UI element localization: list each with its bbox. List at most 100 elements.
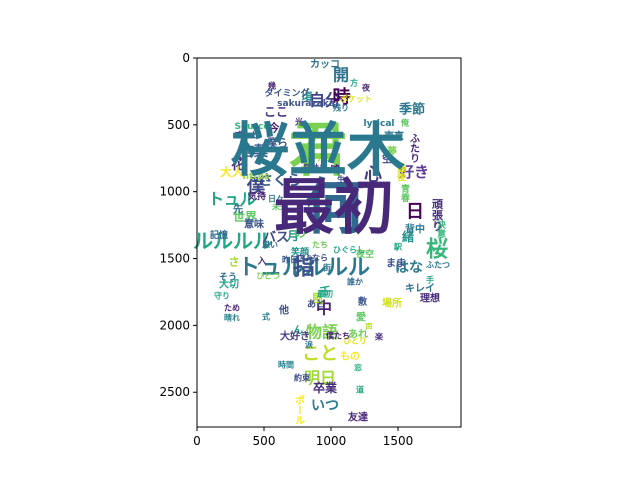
word: ふたり <box>408 133 420 163</box>
word: 僕ら <box>265 136 288 150</box>
word: 嘘 <box>330 163 339 175</box>
word: 友達 <box>348 411 368 424</box>
word: タイミング <box>264 87 309 99</box>
word: 笑顔 <box>291 246 310 258</box>
word: トュルルルル <box>238 256 370 281</box>
word: さ <box>229 256 240 269</box>
word: 楽 <box>374 332 384 342</box>
word: 今 <box>268 121 281 135</box>
word: 決意 <box>435 219 446 239</box>
word: 指 <box>293 256 315 281</box>
y-tick-label: 500 <box>167 118 190 132</box>
word: あと <box>307 299 325 310</box>
word: 中 <box>316 299 332 318</box>
word: ん <box>293 325 303 337</box>
word: sakurazaka <box>277 99 335 109</box>
word: ずっと <box>235 130 259 140</box>
word: 明日 <box>304 369 336 388</box>
word: 俺 <box>400 118 410 128</box>
word: 最後 <box>395 162 406 182</box>
word: ここ <box>264 105 288 119</box>
word: 風 <box>310 292 324 305</box>
word: もの <box>340 351 360 363</box>
word: 光 <box>294 117 303 127</box>
word: 頑張り <box>431 198 445 231</box>
word: 君 <box>289 116 347 184</box>
word: 僕 <box>246 176 266 198</box>
word: 月 <box>286 229 299 243</box>
word: 手 <box>426 275 434 285</box>
word: ポケット <box>340 94 372 104</box>
word: 見納め <box>302 163 327 173</box>
word: 思い <box>262 241 278 250</box>
word: 他 <box>278 304 289 317</box>
word: バス <box>263 231 289 246</box>
word: あれ <box>348 328 368 341</box>
word: 心 <box>364 165 382 186</box>
word: 未来 <box>271 202 289 212</box>
word: まま <box>386 258 406 270</box>
x-axis: 0 500 1000 1500 <box>193 427 413 448</box>
word: 道 <box>356 385 364 395</box>
word: 駅 <box>394 243 403 252</box>
x-tick-label: 500 <box>253 434 276 448</box>
word: トュル <box>208 190 256 209</box>
word: 花 <box>231 156 245 173</box>
word: Source <box>235 122 270 132</box>
word: 夜 <box>361 83 371 93</box>
word: 場所 <box>382 297 402 310</box>
word: 幾 <box>268 81 276 91</box>
word: さよなら <box>296 254 328 263</box>
word: 入 <box>256 256 266 267</box>
word: はな <box>395 260 423 276</box>
word: 季節 <box>398 102 425 118</box>
word: 恋 <box>301 165 309 175</box>
word: 世界 <box>233 209 257 224</box>
word: 大切 <box>219 278 239 291</box>
word: 大好き <box>280 330 310 343</box>
word: キレイ <box>405 283 435 295</box>
y-tick-label: 2500 <box>159 385 190 399</box>
x-tick-label: 1000 <box>316 434 347 448</box>
word: さくら <box>259 173 301 189</box>
word: 日々 <box>268 195 284 204</box>
word: 守り <box>214 291 230 301</box>
word: 理想 <box>420 292 440 305</box>
word: 夢 <box>385 145 397 157</box>
word: 人生 <box>336 166 346 184</box>
word: 今日 <box>313 153 330 163</box>
word: 愛 <box>356 311 366 324</box>
word: 空 <box>382 153 392 166</box>
word: 東京 <box>384 130 404 143</box>
word: 緒 <box>402 229 414 244</box>
word: 昨日 <box>282 255 298 265</box>
axes-frame <box>196 57 462 428</box>
word: ひとつ <box>256 272 279 281</box>
x-tick-label: 1500 <box>383 434 414 448</box>
word: 青春 <box>399 183 411 203</box>
y-tick-label: 1500 <box>159 252 190 266</box>
word: 背中 <box>405 223 425 236</box>
word: 千 <box>319 284 331 299</box>
word: ひぐらし <box>333 246 365 255</box>
word: 時間 <box>278 360 294 370</box>
word: カッコ <box>310 59 340 71</box>
word: 僕たち <box>325 331 350 341</box>
word: 開 <box>333 66 349 85</box>
word: 気持 <box>248 190 266 202</box>
word: 約束 <box>294 373 311 383</box>
word: 大人 <box>220 164 245 179</box>
word: こと <box>302 344 338 365</box>
word: 日 <box>406 202 424 223</box>
word: 声 <box>364 322 373 332</box>
y-tick-label: 2000 <box>159 318 190 332</box>
word: 涙 <box>305 340 313 350</box>
word: 最初 <box>317 289 333 299</box>
word: lyrical <box>364 119 395 129</box>
word: ため <box>224 303 240 313</box>
y-tick-label: 1000 <box>159 185 190 199</box>
word: 晴れ <box>224 313 240 323</box>
